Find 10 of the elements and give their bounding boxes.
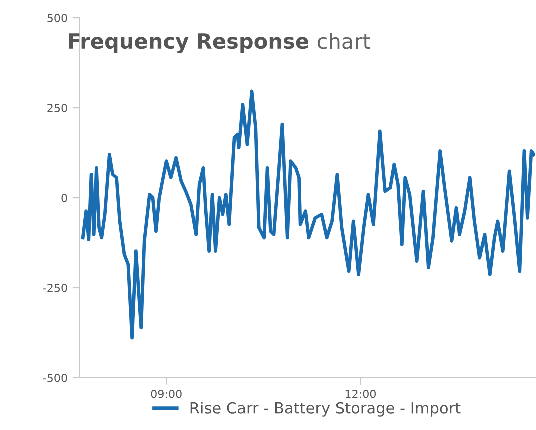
y-tick-label: 0 (62, 194, 68, 202)
y-tick-label: -250 (43, 284, 68, 292)
x-tick-label: 09:00 (151, 390, 182, 398)
y-tick-label: -500 (43, 374, 68, 382)
y-tick-label: 500 (48, 14, 68, 22)
x-tick-label: 12:00 (346, 390, 376, 398)
line-series (81, 90, 536, 340)
text: Frequency Response chart (69, 33, 370, 54)
legend-label: Rise Carr - Battery Storage - Import (190, 402, 461, 417)
y-tick-label: 250 (48, 104, 68, 112)
